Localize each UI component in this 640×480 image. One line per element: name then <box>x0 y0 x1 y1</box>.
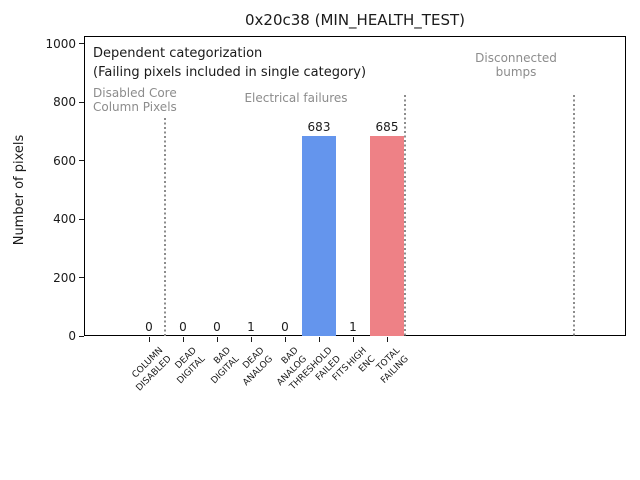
y-tick-label: 1000 <box>45 36 76 51</box>
bar-value-label: 0 <box>145 320 153 334</box>
separator-line <box>163 118 166 336</box>
x-tick-label: DEAD DIGITAL <box>173 345 208 387</box>
chart-title: 0x20c38 (MIN_HEALTH_TEST) <box>245 11 465 29</box>
bar-value-label: 685 <box>375 120 399 134</box>
bar-value-label: 1 <box>349 320 357 334</box>
x-tick <box>285 337 286 342</box>
separator-line <box>403 95 406 336</box>
annotation-dependent-categorization: Dependent categorization <box>93 46 263 61</box>
x-tick-label: TOTAL FAILING <box>375 345 412 386</box>
annotation-failing-note: (Failing pixels included in single categ… <box>93 65 367 80</box>
region-label-disconnected: Disconnected bumps <box>475 51 557 79</box>
y-tick-label: 200 <box>53 270 76 285</box>
x-tick <box>149 337 150 342</box>
x-tick <box>217 337 218 342</box>
y-tick-label: 0 <box>68 329 76 343</box>
y-tick <box>79 218 84 220</box>
x-tick <box>353 337 354 342</box>
y-tick <box>79 335 84 337</box>
y-tick <box>79 160 84 161</box>
y-tick-label: 800 <box>53 95 76 109</box>
bar <box>370 136 404 336</box>
bar-value-label: 0 <box>281 320 289 334</box>
x-tick-label: BAD DIGITAL <box>209 345 242 387</box>
y-tick-label: 400 <box>53 212 76 226</box>
y-tick <box>79 277 84 278</box>
x-tick <box>319 337 320 342</box>
separator-line <box>572 95 575 336</box>
bar-value-label: 0 <box>179 320 187 334</box>
y-tick <box>79 101 84 103</box>
x-tick <box>251 337 252 342</box>
region-label-disabled: Disabled Core Column Pixels <box>93 86 177 114</box>
x-tick <box>183 337 184 342</box>
x-tick <box>387 337 388 342</box>
region-label-electrical: Electrical failures <box>244 91 348 105</box>
y-tick <box>79 43 84 44</box>
x-tick-label: HIGH ENC <box>345 345 378 375</box>
bar-value-label: 683 <box>307 120 331 134</box>
bar-value-label: 1 <box>247 320 255 334</box>
plot-area <box>84 36 626 336</box>
y-tick-label: 600 <box>53 153 76 168</box>
y-axis-label: Number of pixels <box>12 134 27 246</box>
bar-value-label: 0 <box>213 320 221 334</box>
bar <box>302 136 336 336</box>
